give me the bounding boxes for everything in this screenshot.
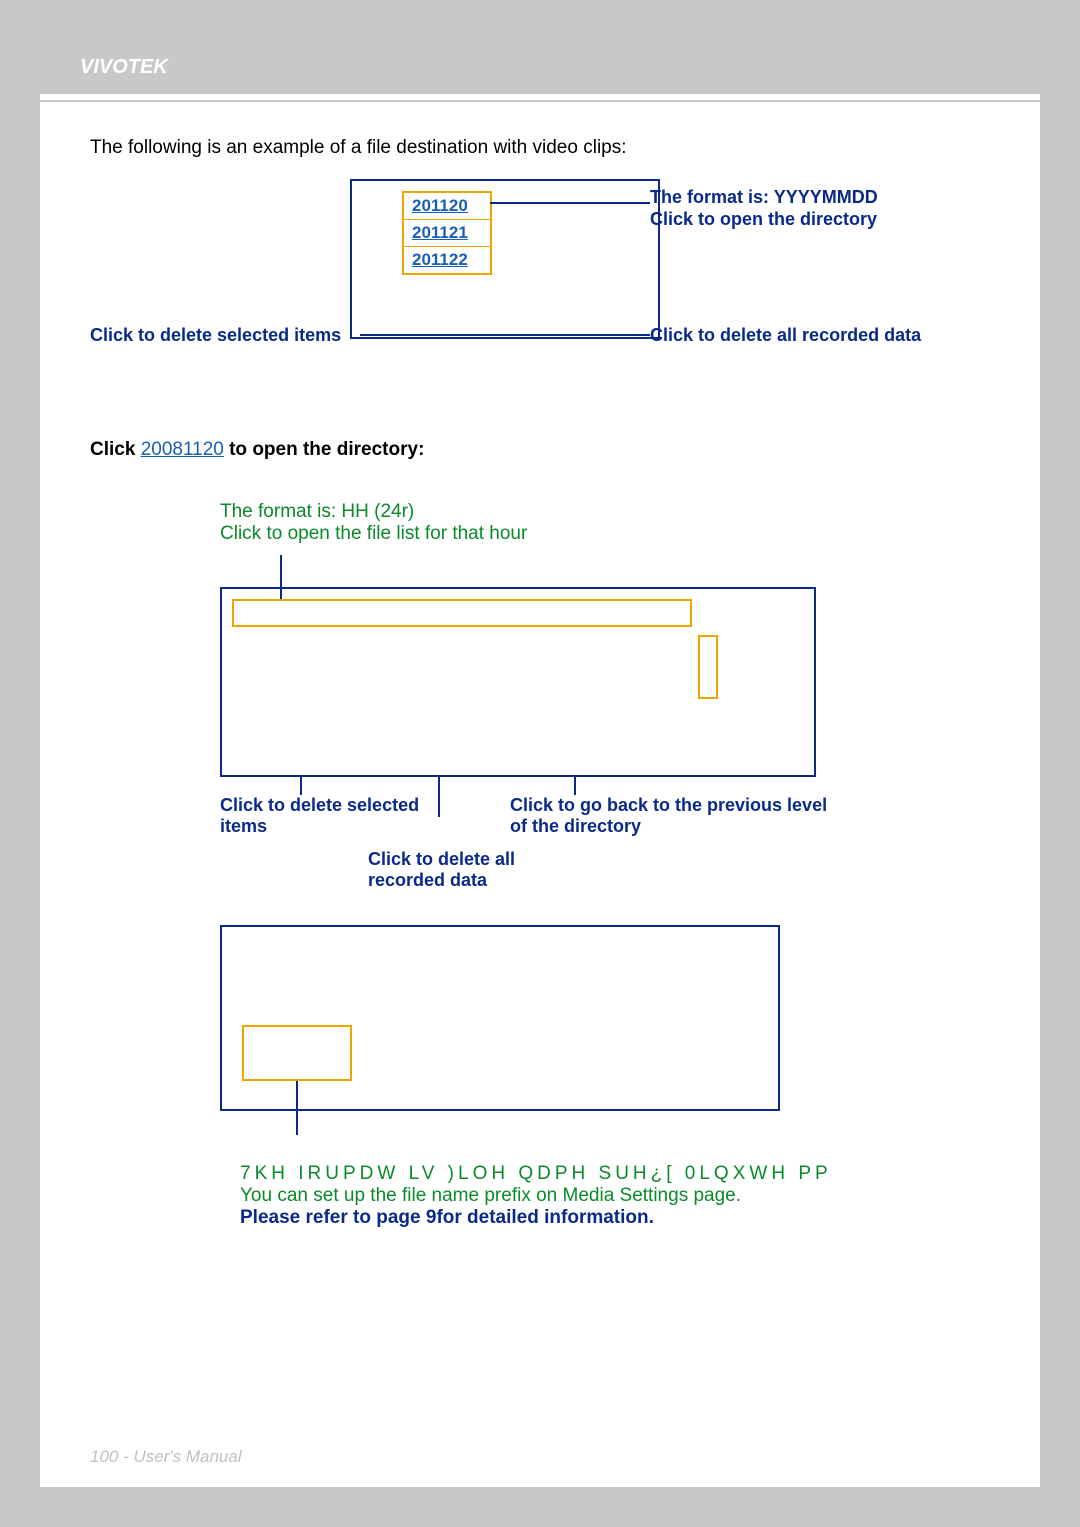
open-filelist-label: Click to open the file list for that hou… [220,523,990,545]
brand-label: VIVOTEK [80,56,168,79]
diagram-file-list [220,925,990,1145]
label-delete-all: Click to delete all recorded data [650,325,921,346]
manual-page: VIVOTEK The following is an example of a… [40,40,1040,1487]
diagram-hour-directory: Click to delete selected items Click to … [220,555,990,895]
connector-line [300,777,302,795]
scrollbar-highlight [698,635,718,699]
prefix-note: You can set up the file name prefix on M… [240,1185,990,1207]
directory-link[interactable]: 201121 [404,220,490,247]
section-pre: Click [90,439,141,460]
hour-format-note: The format is: HH (24r) Click to open th… [220,501,990,545]
page-ref-num: 9 [426,1207,437,1228]
connector-line [438,777,440,817]
page-header: VIVOTEK [40,40,1040,94]
file-list-box [220,925,780,1111]
filename-highlight [242,1025,352,1081]
label-delete-selected: Click to delete selected items [90,325,341,346]
label-delete-all: Click to delete all recorded data [368,849,588,891]
hour-row-highlight [232,599,692,627]
page-content: The following is an example of a file de… [40,102,1040,1229]
label-format: The format is: YYYYMMDD [650,187,878,208]
format-encoded-label: 7KH IRUPDW LV )LOH QDPH SUH¿[ 0LQXWH PP [240,1163,990,1185]
section-click-dir: Click 20081120 to open the directory: [90,439,990,461]
connector-line [360,334,650,336]
section-link[interactable]: 20081120 [141,439,224,460]
page-ref-a: Please refer to page [240,1207,426,1228]
intro-text: The following is an example of a file de… [90,137,990,159]
label-open: Click to open the directory [650,209,877,230]
directory-link[interactable]: 201122 [404,247,490,273]
page-ref-b: for detailed information. [436,1207,653,1228]
diagram-file-destination: 201120 201121 201122 The format is: YYYY… [90,179,990,369]
connector-line [296,1081,298,1135]
section-post: to open the directory: [224,439,425,460]
directory-link[interactable]: 201120 [404,193,490,220]
label-go-back: Click to go back to the previous level o… [510,795,840,837]
format-hh-label: The format is: HH (24r) [220,501,990,523]
label-delete-selected: Click to delete selected items [220,795,420,837]
page-footer: 100 - User's Manual [90,1447,242,1467]
connector-line [490,202,650,204]
connector-line [574,777,576,795]
directory-list: 201120 201121 201122 [402,191,492,275]
page-ref-note: Please refer to page 9for detailed infor… [240,1207,990,1229]
bottom-notes: 7KH IRUPDW LV )LOH QDPH SUH¿[ 0LQXWH PP … [240,1163,990,1229]
